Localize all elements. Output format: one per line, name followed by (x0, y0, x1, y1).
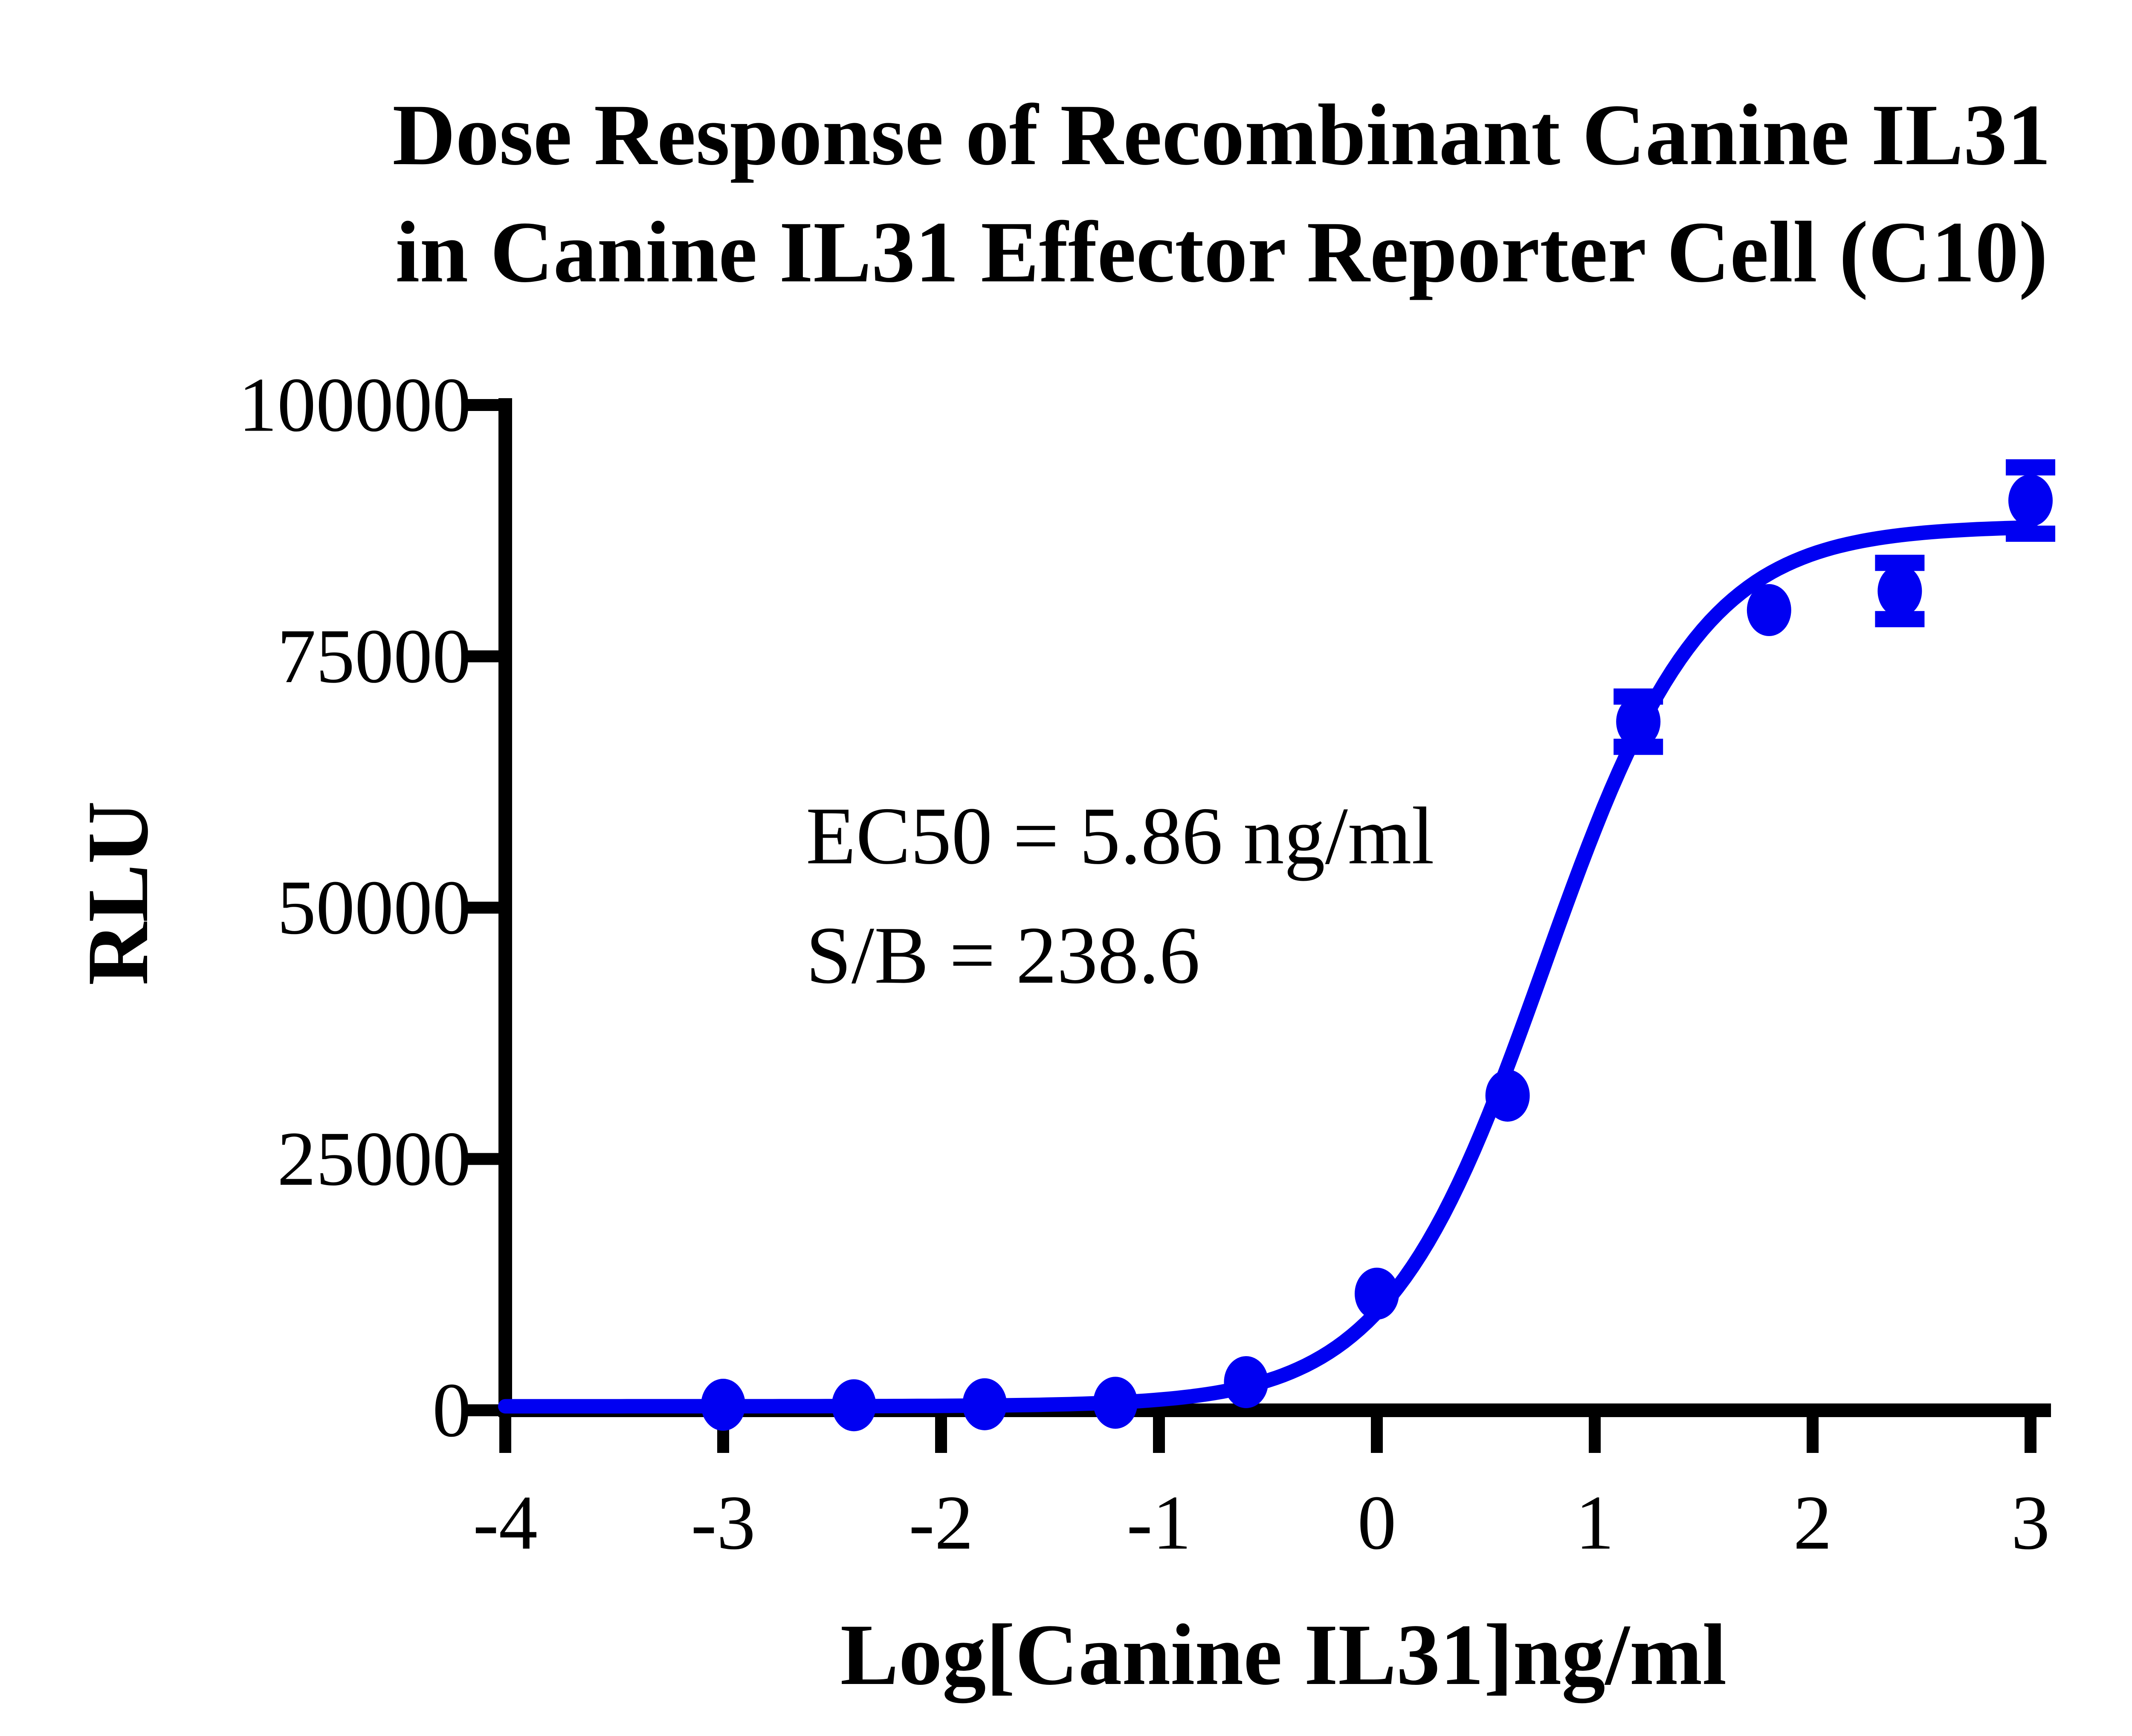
data-point (1093, 1377, 1138, 1429)
data-point (831, 1379, 876, 1432)
y-tick-label: 75000 (277, 613, 471, 699)
data-point (1747, 584, 1791, 637)
x-tick-label: 0 (1358, 1480, 1396, 1566)
x-axis-title: Log[Canine IL31]ng/ml (840, 1606, 1727, 1703)
data-point (1224, 1356, 1269, 1408)
chart-title-line1: Dose Response of Recombinant Canine IL31 (392, 87, 2051, 183)
annotation-sb: S/B = 238.6 (806, 910, 1200, 1001)
y-tick-label: 25000 (277, 1116, 471, 1202)
x-tick-label: -2 (909, 1480, 973, 1566)
data-point (1485, 1069, 1530, 1122)
data-point (962, 1378, 1007, 1430)
y-tick-label: 0 (432, 1368, 471, 1453)
y-tick-label: 100000 (238, 362, 471, 448)
data-point (1355, 1267, 1399, 1320)
fit-curve (498, 520, 2038, 1414)
x-tick-label: -1 (1127, 1480, 1191, 1566)
x-tick-label: -4 (473, 1480, 538, 1566)
x-tick-label: 1 (1576, 1480, 1614, 1566)
data-point (1616, 695, 1661, 748)
chart-title-line2: in Canine IL31 Effector Reporter Cell (C… (395, 204, 2048, 301)
data-point (1877, 565, 1922, 617)
y-tick-label: 50000 (277, 865, 471, 951)
y-axis-title: RLU (70, 801, 166, 986)
data-point (701, 1379, 745, 1431)
plot-series (498, 459, 2055, 1432)
x-tick-label: 3 (2011, 1480, 2050, 1566)
annotation-ec50: EC50 = 5.86 ng/ml (806, 790, 1434, 881)
axes: -4 -3 -2 -1 0 1 2 3 0 25000 50000 75000 100000 (238, 362, 2051, 1566)
x-tick-label: 2 (1793, 1480, 1832, 1566)
x-tick-label: -3 (691, 1480, 756, 1566)
data-point (2008, 475, 2053, 527)
